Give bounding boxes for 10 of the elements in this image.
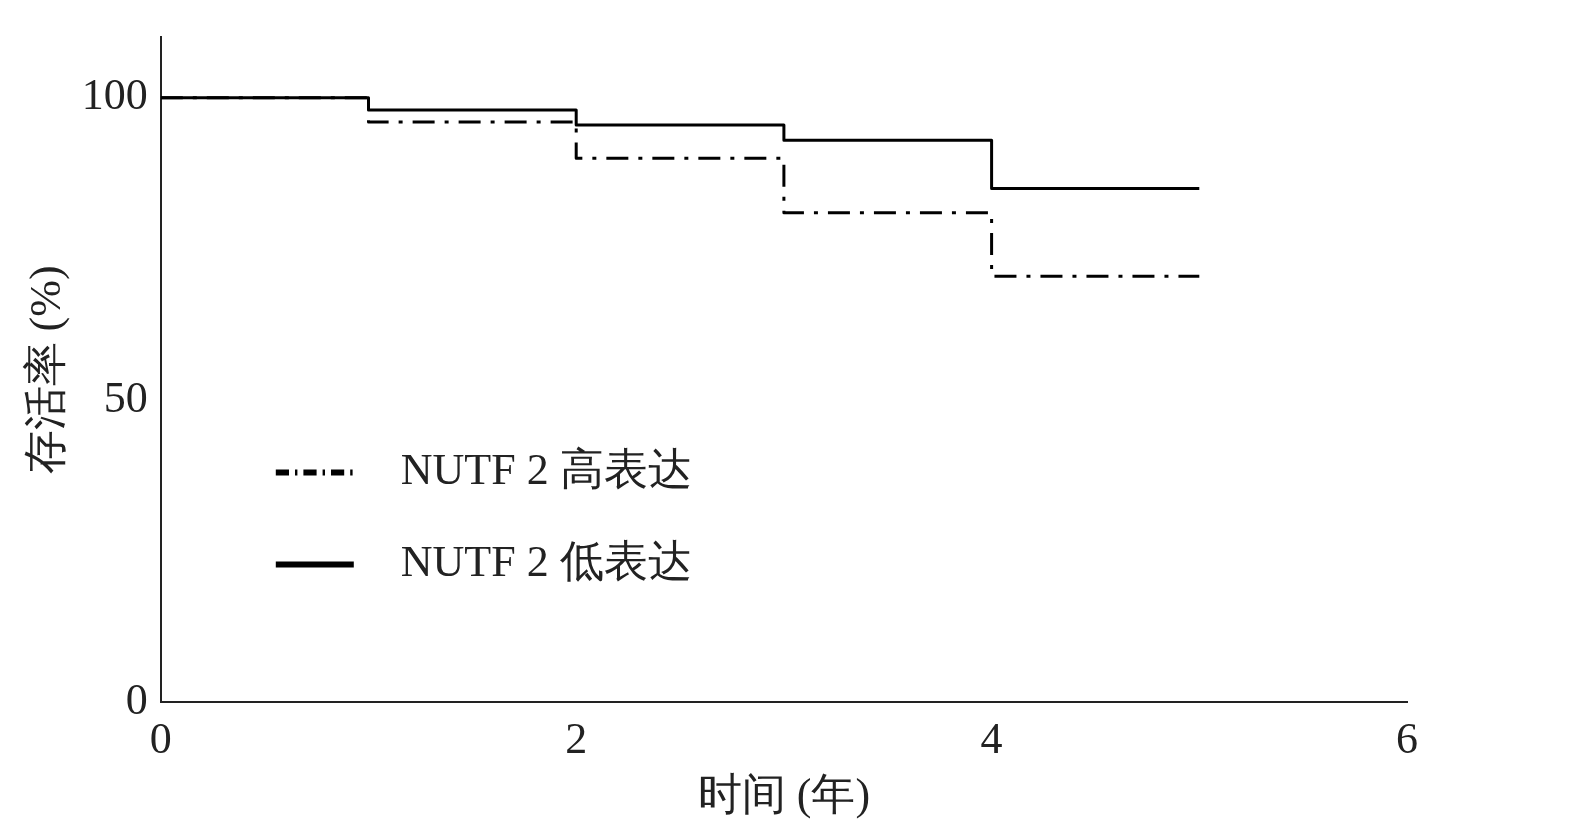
x-tick-label: 2: [565, 714, 588, 764]
x-tick-label: 6: [1396, 714, 1418, 764]
legend-label: NUTF 2 低表达: [400, 536, 692, 586]
y-tick-label: 100: [81, 70, 148, 120]
y-tick-label: 0: [125, 674, 148, 724]
legend-label: NUTF 2 高表达: [400, 444, 692, 494]
y-axis-title: 存活率 (%): [20, 265, 70, 475]
y-tick-label: 50: [103, 372, 148, 422]
x-axis-title: 时间 (年): [697, 770, 871, 820]
x-tick-label: 4: [980, 714, 1003, 764]
